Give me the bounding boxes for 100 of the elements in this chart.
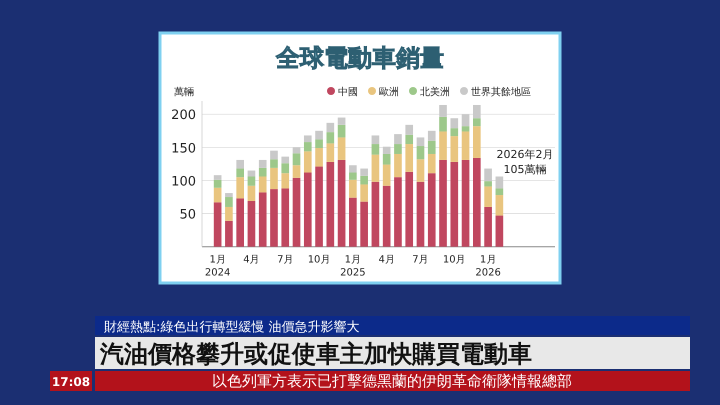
x-tick-label: 4月 bbox=[378, 254, 395, 266]
bar bbox=[416, 159, 424, 182]
bar bbox=[484, 168, 492, 182]
bar bbox=[292, 178, 300, 247]
bar bbox=[304, 142, 312, 152]
bar bbox=[270, 189, 278, 247]
bar bbox=[394, 144, 402, 154]
x-tick-label: 10月 bbox=[308, 254, 330, 266]
legend-label: 歐洲 bbox=[379, 86, 399, 98]
bar bbox=[382, 164, 391, 186]
bar bbox=[360, 184, 368, 202]
bar bbox=[292, 147, 300, 154]
bar bbox=[439, 116, 447, 132]
bar bbox=[270, 159, 278, 168]
bar bbox=[225, 197, 233, 207]
bar bbox=[338, 118, 346, 125]
y-tick-label: 150 bbox=[171, 141, 196, 156]
bar bbox=[304, 135, 312, 142]
bar bbox=[382, 186, 391, 247]
bar bbox=[349, 180, 357, 198]
bar bbox=[496, 176, 504, 188]
x-tick-label: 7月 bbox=[412, 254, 429, 266]
bar bbox=[484, 181, 492, 186]
bar bbox=[281, 188, 290, 247]
bar bbox=[326, 132, 334, 144]
bar bbox=[214, 175, 222, 180]
bar bbox=[248, 170, 256, 176]
bar bbox=[405, 134, 414, 144]
bar bbox=[214, 202, 222, 247]
bar bbox=[394, 134, 402, 144]
bar bbox=[416, 146, 424, 160]
x-tick-label: 10月 bbox=[442, 254, 466, 266]
bar bbox=[236, 168, 244, 178]
bar bbox=[405, 144, 414, 172]
bar bbox=[450, 118, 458, 128]
bar bbox=[416, 182, 424, 247]
bar bbox=[292, 153, 300, 166]
ticker-headline-bar: 財經熱點:綠色出行轉型緩慢 油價急升影響大 bbox=[95, 316, 690, 335]
bar bbox=[472, 104, 481, 118]
clock-box: 17:08 bbox=[50, 371, 92, 391]
y-tick-label: 50 bbox=[179, 208, 196, 223]
bar bbox=[439, 160, 447, 247]
bar bbox=[462, 160, 470, 247]
bar bbox=[372, 144, 380, 155]
bar bbox=[258, 168, 267, 176]
bar bbox=[315, 130, 323, 140]
bar bbox=[281, 163, 290, 174]
bar bbox=[360, 202, 368, 247]
bar bbox=[236, 198, 244, 247]
bar bbox=[496, 195, 504, 216]
x-tick-label: 1月 2025 bbox=[340, 254, 366, 279]
bar bbox=[372, 154, 380, 182]
bar bbox=[326, 143, 334, 162]
bar bbox=[315, 166, 323, 247]
chart-title: 全球電動車銷量 bbox=[275, 44, 444, 72]
bar bbox=[462, 131, 470, 160]
bar bbox=[281, 156, 290, 164]
bar bbox=[428, 154, 436, 174]
bar bbox=[405, 124, 414, 135]
y-tick-label: 100 bbox=[171, 174, 196, 190]
bar bbox=[214, 188, 222, 202]
bar bbox=[496, 216, 504, 247]
bar bbox=[428, 173, 436, 247]
bar bbox=[394, 154, 402, 178]
bar bbox=[372, 135, 380, 144]
bar bbox=[382, 154, 391, 165]
bar bbox=[484, 206, 492, 247]
bar bbox=[372, 182, 380, 247]
bar bbox=[450, 162, 458, 247]
bar bbox=[338, 137, 346, 160]
bar bbox=[349, 172, 357, 180]
bar bbox=[394, 177, 402, 247]
ticker-main-bar: 汽油價格攀升或促使車主加快購買電動車 bbox=[95, 337, 690, 369]
legend-label: 中國 bbox=[338, 86, 358, 98]
x-tick-label: 1月 2026 bbox=[475, 254, 501, 279]
bar bbox=[416, 137, 424, 146]
bar bbox=[258, 176, 267, 192]
bar bbox=[248, 186, 256, 202]
legend-label: 北美洲 bbox=[420, 86, 450, 98]
bar bbox=[292, 165, 300, 178]
bar bbox=[315, 139, 323, 148]
ticker-news-bar: 以色列軍方表示已打擊德黑蘭的伊朗革命衛隊情報總部 bbox=[95, 371, 690, 391]
bar bbox=[214, 180, 222, 188]
bar bbox=[270, 150, 278, 160]
bar bbox=[304, 172, 312, 247]
bar bbox=[360, 168, 368, 176]
bar bbox=[248, 201, 256, 247]
x-tick-label: 1月 2024 bbox=[204, 254, 230, 279]
x-tick-label: 4月 bbox=[243, 254, 260, 266]
bar bbox=[270, 168, 278, 190]
bar bbox=[462, 126, 470, 132]
bar bbox=[338, 160, 346, 247]
bar bbox=[428, 140, 436, 154]
bar bbox=[462, 114, 470, 126]
bar bbox=[326, 122, 334, 132]
bar bbox=[405, 172, 414, 247]
bar bbox=[258, 160, 267, 168]
bar bbox=[496, 188, 504, 196]
legend-label: 世界其餘地區 bbox=[471, 86, 531, 98]
annotation: 2026年2月 105萬輛 bbox=[496, 148, 554, 176]
